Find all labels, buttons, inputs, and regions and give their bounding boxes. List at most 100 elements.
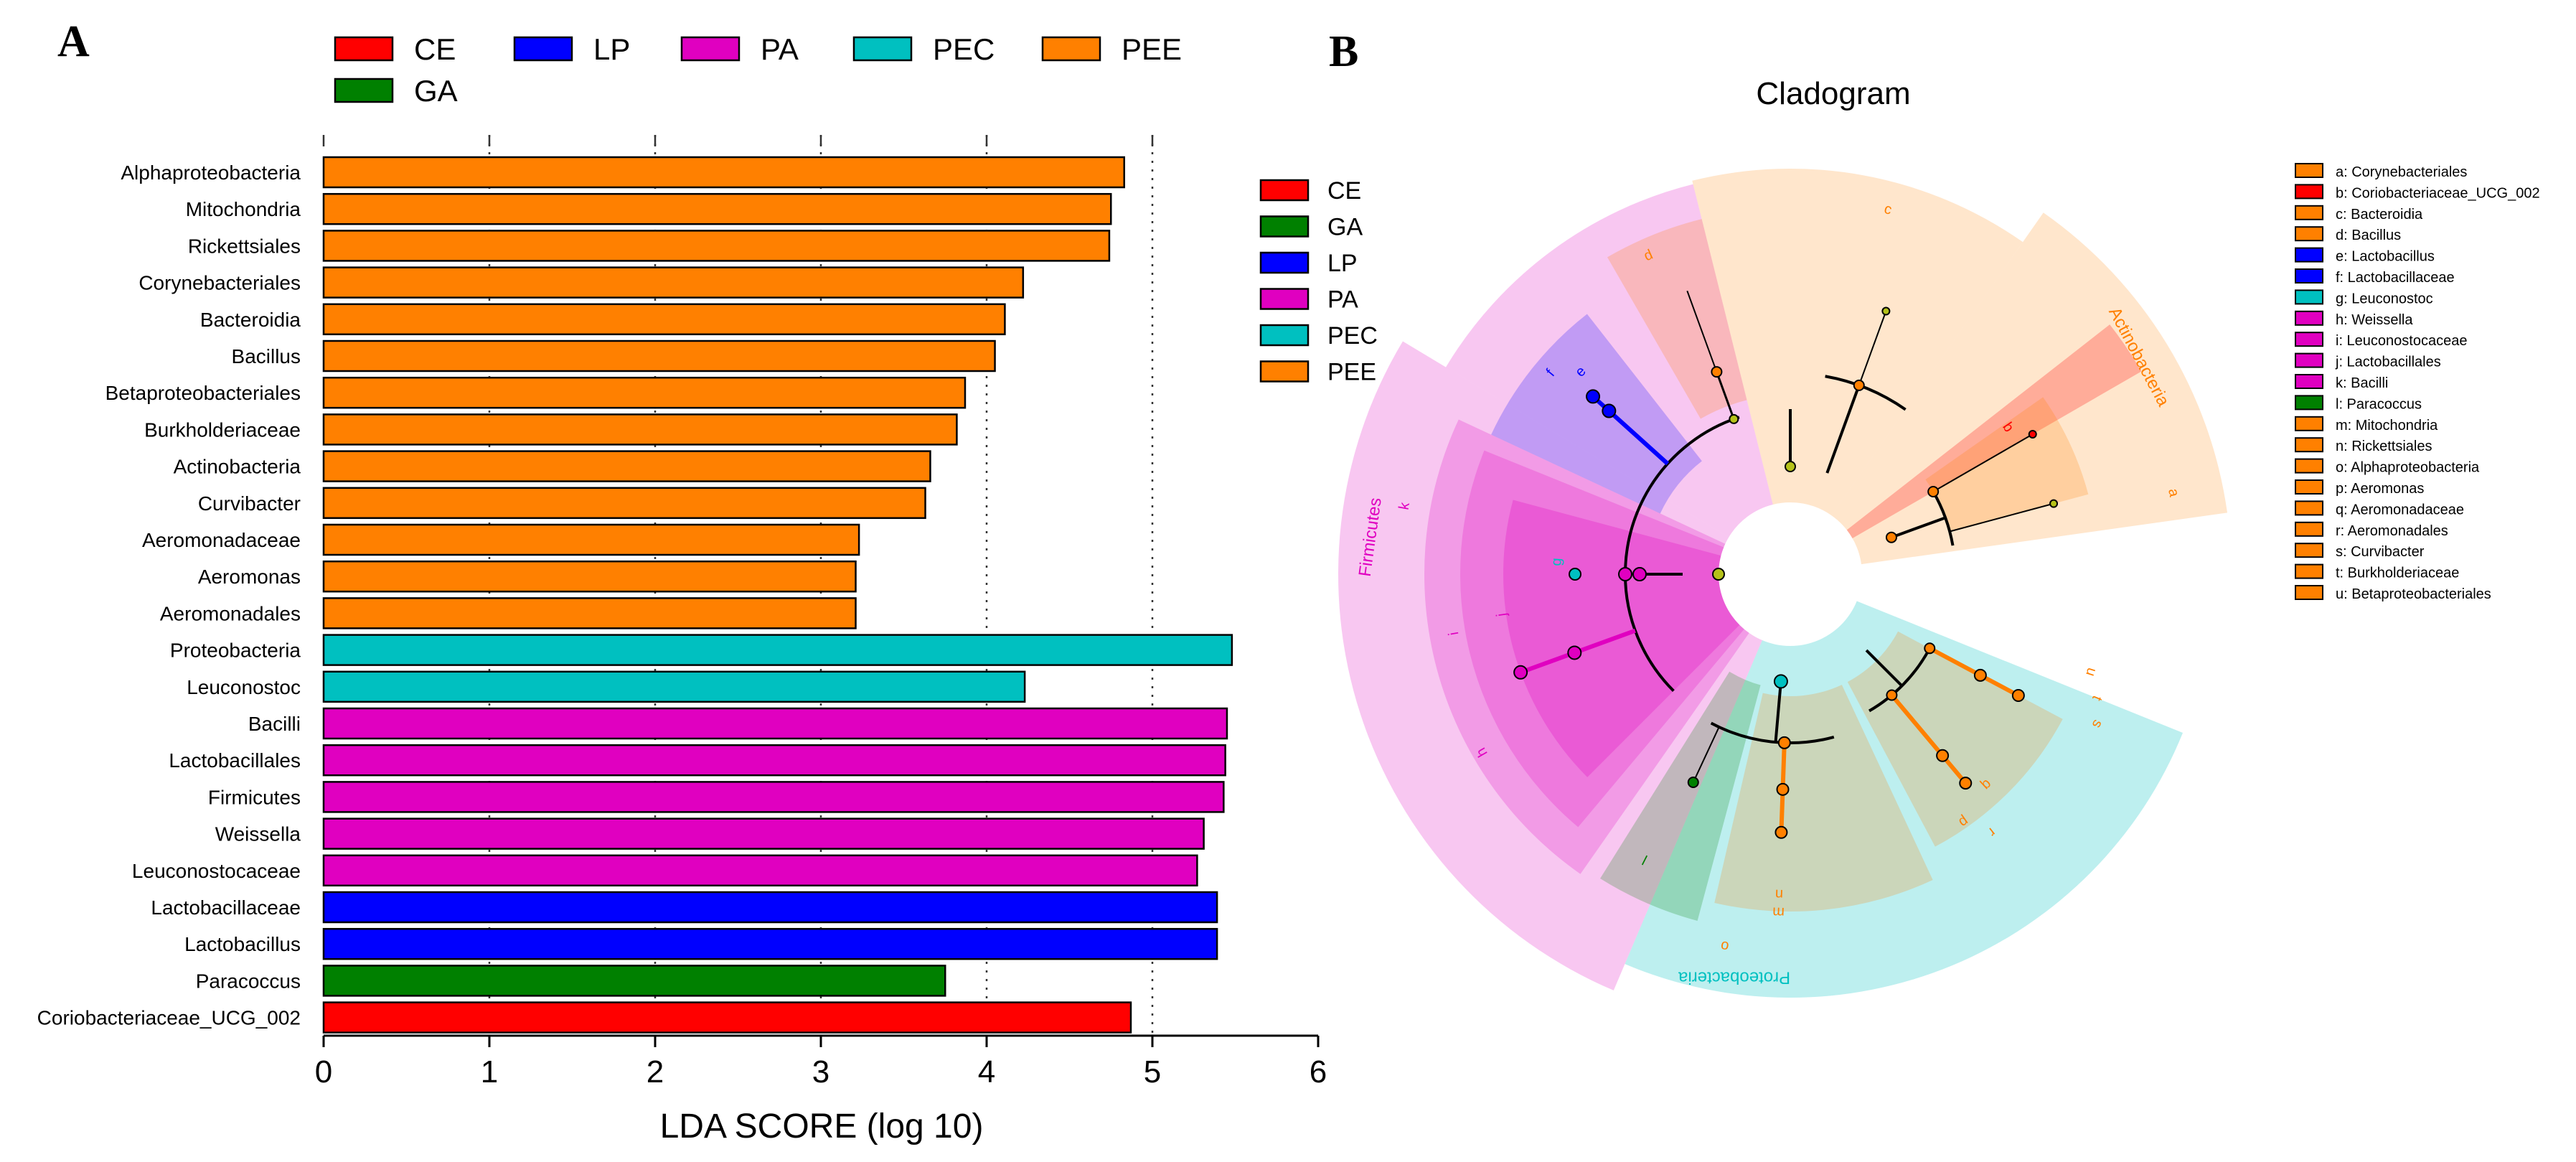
clado-legend-swatch-b (2295, 184, 2323, 200)
bar-label-aeromonas: Aeromonas (198, 566, 301, 588)
x-tick-label: 0 (315, 1054, 332, 1090)
legend-label-ga: GA (414, 74, 458, 108)
right-legend-label-pee: PEE (1327, 359, 1376, 386)
bar-label-paracoccus: Paracoccus (196, 970, 301, 992)
bar-label-lactobacillus: Lactobacillus (184, 933, 301, 955)
bar-bacilli (322, 707, 1228, 740)
node-aeromonas (1959, 777, 1973, 790)
clado-legend-label-k: k: Bacilli (2336, 375, 2388, 391)
legend-label-pec: PEC (933, 32, 995, 66)
branch-burkholderiaceae (1928, 646, 1982, 678)
node-letter-j: j (1494, 612, 1510, 618)
clado-legend-swatch-r (2295, 521, 2323, 537)
cladogram-title: Cladogram (1756, 76, 1910, 111)
bar-label-bacteroidia: Bacteroidia (200, 309, 301, 331)
legend-label-pee: PEE (1122, 32, 1182, 66)
clado-legend-swatch-k (2295, 374, 2323, 389)
tree-arc-lactobacillales (1624, 446, 1686, 693)
bar-label-aeromonadales: Aeromonadales (160, 602, 301, 624)
node-root (1712, 568, 1725, 581)
clado-legend-swatch-e (2295, 247, 2323, 263)
clado-legend-label-a: a: Corynebacteriales (2336, 164, 2467, 180)
clado-legend-label-r: r: Aeromonadales (2336, 523, 2448, 539)
node-letter-u: u (2082, 666, 2100, 678)
bar-aeromonas (322, 560, 857, 593)
bar-lactobacillaceae (322, 891, 1218, 924)
clade-firmicutes-shade-inner (1445, 184, 1773, 538)
tree-branch (1686, 290, 1718, 373)
clado-legend-label-h: h: Weissella (2336, 312, 2413, 328)
clade-i-shade (1503, 500, 1740, 777)
bar-alphaproteobacteria (322, 156, 1125, 189)
node-weissella (1513, 665, 1528, 680)
node-lactobacillus (1586, 389, 1601, 404)
bar-label-firmicutes: Firmicutes (208, 786, 301, 808)
bar-label-rickettsiales: Rickettsiales (188, 235, 301, 257)
node-leuconostoc (1569, 568, 1581, 581)
clado-legend-swatch-d (2295, 226, 2323, 242)
node-lactobacillaceae (1602, 403, 1617, 418)
tree-node (1632, 567, 1647, 581)
branch-rickettsiales (1779, 789, 1785, 833)
x-axis-title: LDA SCORE (log 10) (660, 1107, 984, 1145)
node-curvibacter (2011, 689, 2025, 703)
clado-legend-swatch-i (2295, 332, 2323, 347)
node-bacilli (1618, 567, 1632, 581)
legend-swatch-lp (513, 36, 573, 62)
clado-legend-swatch-p (2295, 479, 2323, 495)
bar-label-alphaproteobacteria: Alphaproteobacteria (121, 161, 301, 184)
clade-label-proteobacteria: Proteobacteria (1678, 968, 1790, 988)
bar-firmicutes (322, 781, 1225, 813)
clade-actinobacteria-shade (1831, 212, 2228, 565)
bar-leuconostoc (322, 670, 1026, 703)
clado-legend-label-o: o: Alphaproteobacteria (2336, 460, 2480, 476)
node-bacteroidia (1853, 379, 1865, 391)
bar-proteobacteria (322, 634, 1233, 666)
node-letter-g: g (1548, 558, 1565, 566)
clado-legend-label-b: b: Coriobacteriaceae_UCG_002 (2336, 185, 2540, 201)
clado-legend-label-u: u: Betaproteobacteriales (2336, 586, 2491, 602)
bar-curvibacter (322, 487, 926, 520)
bar-label-burkholderiaceae: Burkholderiaceae (144, 418, 301, 441)
panel-a-letter: A (57, 17, 90, 66)
bar-label-bacilli: Bacilli (248, 713, 301, 735)
tree-node (1881, 306, 1891, 316)
legend-swatch-ce (334, 36, 394, 62)
right-legend-label-lp: LP (1327, 250, 1358, 277)
cladogram: FirmicutesActinobacteriaProteobacteriaab… (1338, 169, 2228, 998)
legend-label-lp: LP (593, 32, 630, 66)
x-tick-label: 6 (1310, 1054, 1327, 1090)
node-alpha (1777, 736, 1791, 749)
right-legend-label-ga: GA (1327, 214, 1363, 241)
legend-swatch-pee (1041, 36, 1101, 62)
branch-curvibacter (1979, 673, 2020, 698)
node-betaproteo (1924, 642, 1936, 655)
bar-label-mitochondria: Mitochondria (186, 198, 301, 220)
node-actinobacteria (1927, 486, 1940, 497)
clade-j-shade (1459, 450, 1744, 828)
branch-leuconostocaceae (1574, 628, 1636, 655)
tree-branch (1715, 371, 1735, 420)
node-burkholderiaceae (1973, 668, 1987, 682)
right-legend-label-pec: PEC (1327, 322, 1378, 350)
tree-arc-beta (1868, 647, 1932, 713)
right-legend: CE GA LP PA PEC PEE (1259, 177, 1378, 386)
clade-bacteroidia-shade (1692, 169, 2023, 516)
node-letter-i: i (1446, 631, 1462, 637)
lda-bar-chart: Alphaproteobacteria Mitochondria Rickettsi… (37, 135, 1327, 1145)
bar-leuconostocaceae (322, 854, 1198, 887)
clado-legend-swatch-u (2295, 585, 2323, 600)
bar-burkholderiaceae (322, 413, 958, 446)
cladogram-legend: a: Corynebacteriales b: Coriobacteriaceae… (2295, 163, 2540, 602)
legend-label-ce: CE (414, 32, 456, 66)
tree-branch (1932, 434, 2034, 492)
right-legend-swatch-pee (1259, 360, 1310, 383)
node-aeromonadaceae (1936, 749, 1950, 762)
bar-paracoccus (322, 965, 946, 997)
legend-swatch-pa (680, 36, 741, 62)
clado-legend-swatch-a (2295, 163, 2323, 178)
node-proteobacteria (1773, 674, 1788, 689)
tree-branch (1858, 311, 1887, 386)
x-tick-label: 2 (647, 1054, 664, 1090)
tree-branch (1865, 649, 1903, 687)
